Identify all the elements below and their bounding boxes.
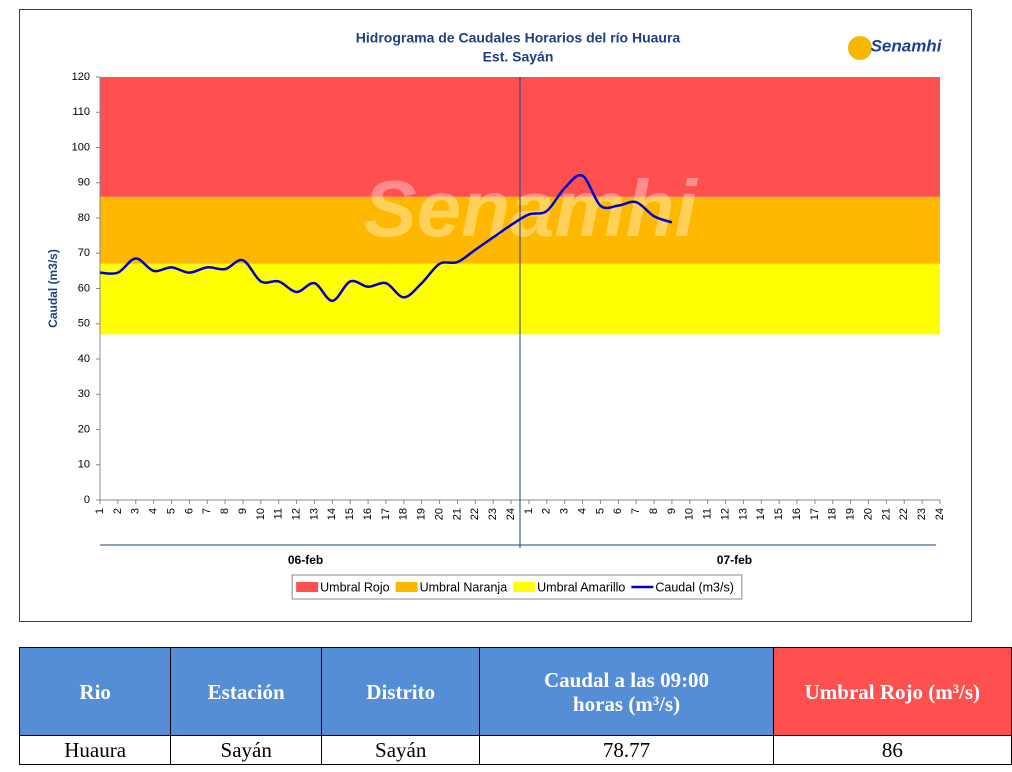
x-tick-label: 13 bbox=[308, 508, 320, 520]
x-tick-label: 6 bbox=[183, 508, 195, 514]
x-tick-label: 16 bbox=[362, 508, 374, 520]
group-label: 06-feb bbox=[288, 553, 323, 567]
x-tick-label: 21 bbox=[880, 508, 892, 520]
y-tick-label: 100 bbox=[72, 141, 90, 153]
x-tick-label: 14 bbox=[326, 508, 338, 520]
x-tick-label: 23 bbox=[916, 508, 928, 520]
legend-label: Umbral Rojo bbox=[320, 580, 390, 594]
y-tick-label: 110 bbox=[72, 106, 90, 118]
x-tick-label: 7 bbox=[201, 508, 213, 514]
x-tick-label: 24 bbox=[934, 508, 946, 520]
legend-swatch bbox=[513, 582, 536, 592]
x-tick-label: 4 bbox=[148, 508, 160, 514]
x-tick-label: 15 bbox=[773, 508, 785, 520]
header-cell: Estación bbox=[170, 647, 323, 736]
x-tick-label: 3 bbox=[559, 508, 571, 514]
x-tick-label: 16 bbox=[791, 508, 803, 520]
x-tick-label: 22 bbox=[469, 508, 481, 520]
cell: Sayán bbox=[321, 735, 481, 765]
y-tick-label: 70 bbox=[78, 247, 90, 259]
x-tick-label: 22 bbox=[898, 508, 910, 520]
x-tick-label: 11 bbox=[702, 508, 714, 519]
y-tick-label: 120 bbox=[72, 71, 90, 83]
x-tick-label: 19 bbox=[416, 508, 428, 520]
flow-line bbox=[99, 173, 673, 303]
header-cell: Rio bbox=[18, 647, 172, 736]
y-tick-label: 20 bbox=[78, 423, 90, 435]
y-tick-label: 90 bbox=[78, 177, 90, 189]
x-tick-label: 18 bbox=[827, 508, 839, 520]
legend-label: Umbral Naranja bbox=[420, 580, 508, 594]
cell: Huaura bbox=[18, 735, 172, 765]
table-header: Rio Estación Distrito Caudal a las 09:00… bbox=[18, 647, 1012, 736]
cell: 78.77 bbox=[479, 735, 774, 765]
x-tick-label: 6 bbox=[612, 508, 624, 514]
x-tick-label: 7 bbox=[630, 508, 642, 514]
x-tick-label: 17 bbox=[809, 508, 821, 520]
x-tick-label: 10 bbox=[684, 508, 696, 520]
x-tick-label: 5 bbox=[165, 508, 177, 514]
y-tick-label: 80 bbox=[78, 212, 90, 224]
group-label: 07-feb bbox=[717, 553, 752, 567]
x-tick-label: 23 bbox=[487, 508, 499, 520]
x-tick-label: 3 bbox=[130, 508, 142, 514]
header-cell: Distrito bbox=[321, 647, 481, 736]
x-tick-label: 18 bbox=[398, 508, 410, 520]
x-tick-label: 19 bbox=[845, 508, 857, 520]
x-tick-label: 1 bbox=[523, 508, 535, 514]
watermark: Senamhi bbox=[363, 164, 698, 253]
x-tick-label: 4 bbox=[576, 508, 588, 514]
y-tick-label: 30 bbox=[78, 388, 90, 400]
table: Rio Estación Distrito Caudal a las 09:00… bbox=[18, 647, 1012, 765]
x-tick-label: 21 bbox=[451, 508, 463, 520]
x-tick-label: 8 bbox=[648, 508, 660, 514]
chart-title: Hidrograma de Caudales Horarios del río … bbox=[356, 30, 681, 46]
legend-label: Umbral Amarillo bbox=[537, 580, 625, 594]
y-axis-label: Caudal (m3/s) bbox=[46, 249, 60, 328]
cell: Sayán bbox=[170, 735, 323, 765]
legend: Umbral Rojo Umbral Naranja Umbral Amarillo… bbox=[291, 574, 743, 600]
x-tick-label: 15 bbox=[344, 508, 356, 520]
legend-swatch bbox=[296, 582, 319, 592]
x-tick-label: 13 bbox=[737, 508, 749, 520]
legend-swatch bbox=[395, 582, 418, 592]
y-tick-label: 0 bbox=[84, 494, 90, 506]
x-tick-label: 2 bbox=[112, 508, 124, 514]
header-cell: Umbral Rojo (m³/s) bbox=[772, 647, 1012, 736]
logo-sun bbox=[848, 36, 872, 60]
y-tick-label: 50 bbox=[78, 318, 90, 330]
x-tick-label: 1 bbox=[94, 508, 106, 514]
logo: Senamhi bbox=[871, 36, 943, 55]
y-tick-label: 40 bbox=[78, 353, 90, 365]
x-tick-label: 24 bbox=[505, 508, 517, 520]
table-row: Huaura Sayán Sayán 78.77 86 bbox=[18, 735, 1012, 765]
x-tick-label: 10 bbox=[255, 508, 267, 520]
y-tick-label: 10 bbox=[78, 459, 90, 471]
x-tick-label: 20 bbox=[433, 508, 445, 520]
x-tick-label: 12 bbox=[719, 508, 731, 520]
x-tick-label: 20 bbox=[862, 508, 874, 520]
chart: Hidrograma de Caudales Horarios del río … bbox=[19, 9, 972, 622]
x-tick-label: 5 bbox=[594, 508, 606, 514]
header-cell: Caudal a las 09:00 horas (m³/s) bbox=[479, 647, 774, 736]
y-tick-label: 60 bbox=[78, 282, 90, 294]
x-tick-label: 14 bbox=[755, 508, 767, 520]
x-tick-label: 11 bbox=[273, 508, 285, 519]
x-tick-label: 17 bbox=[380, 508, 392, 520]
legend-label: Caudal (m3/s) bbox=[655, 580, 734, 594]
x-tick-label: 2 bbox=[541, 508, 553, 514]
chart-subtitle: Est. Sayán bbox=[483, 49, 554, 65]
x-tick-label: 9 bbox=[237, 508, 249, 514]
cell: 86 bbox=[772, 735, 1012, 765]
x-tick-label: 9 bbox=[666, 508, 678, 514]
x-tick-label: 8 bbox=[219, 508, 231, 514]
x-tick-label: 12 bbox=[291, 508, 303, 520]
